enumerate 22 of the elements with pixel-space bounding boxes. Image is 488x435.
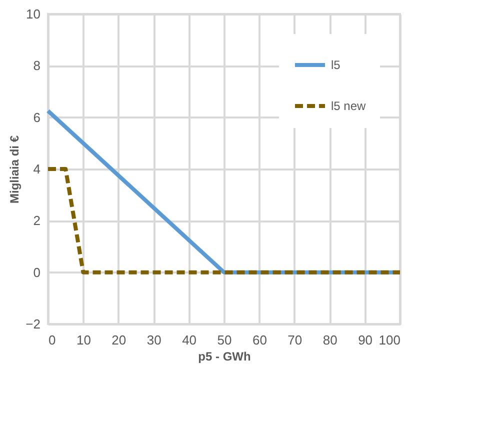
legend-label: l5 new (331, 99, 366, 113)
y-tick-label: −2 (26, 316, 40, 332)
x-tick-label: 90 (358, 332, 373, 348)
y-tick-label: 10 (26, 6, 40, 22)
x-tick-label: 40 (182, 332, 197, 348)
y-axis-title: Migliaia di € (8, 135, 22, 204)
legend-label: l5 (331, 58, 341, 72)
x-tick-label: 20 (112, 332, 126, 348)
x-tick-label: 100 (378, 332, 400, 348)
y-tick-label: 6 (33, 110, 40, 125)
y-tick-label: 0 (33, 264, 40, 280)
x-tick-label: 70 (288, 332, 302, 348)
x-tick-label: 80 (322, 332, 338, 348)
x-axis-title: p5 - GWh (198, 350, 251, 364)
x-tick-label: 0 (48, 332, 56, 348)
x-tick-label: 50 (217, 332, 232, 348)
x-tick-label: 30 (146, 332, 162, 348)
x-tick-label: 60 (252, 332, 267, 348)
y-tick-label: 8 (33, 58, 40, 74)
y-tick-label: 4 (33, 162, 40, 176)
y-tick-label: 2 (33, 213, 40, 228)
x-tick-label: 10 (76, 332, 91, 348)
